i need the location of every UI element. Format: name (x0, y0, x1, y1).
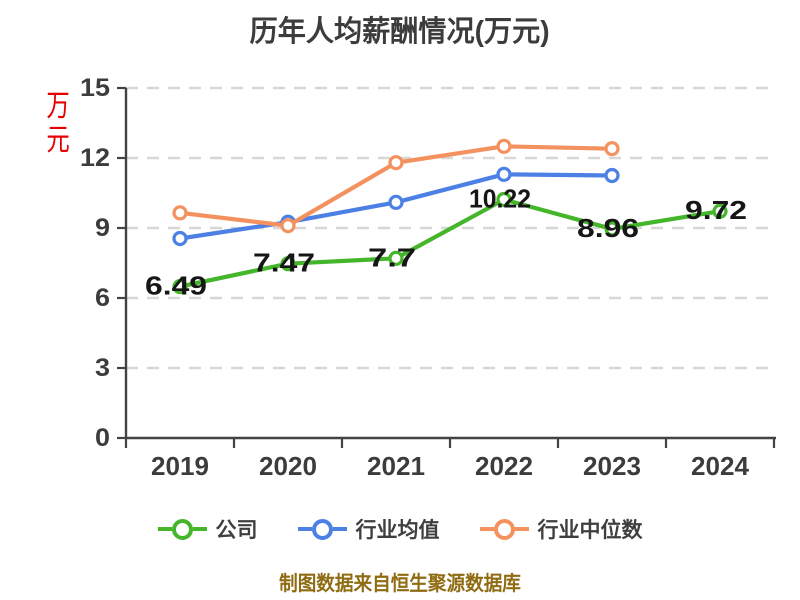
footer-row: 制图数据来自恒生聚源数据库 (0, 567, 800, 596)
svg-text:2021: 2021 (367, 451, 425, 481)
axes (117, 86, 776, 448)
data-source-note: 制图数据来自恒生聚源数据库 (279, 573, 521, 595)
svg-text:2024: 2024 (691, 451, 750, 481)
legend-label: 公司 (215, 519, 258, 542)
data-point-marker (496, 191, 512, 208)
svg-text:7.7: 7.7 (368, 242, 416, 272)
svg-text:15: 15 (80, 74, 110, 102)
legend-marker-icon (479, 518, 529, 540)
legend-marker-icon (157, 518, 207, 540)
legend-marker-icon (297, 518, 347, 540)
data-point-marker (496, 166, 512, 182)
series-line-0 (172, 191, 728, 295)
legend-label: 行业均值 (355, 519, 440, 542)
chart-title: 历年人均薪酬情况(万元) (249, 16, 551, 48)
svg-text:9: 9 (95, 214, 110, 242)
data-point-marker (388, 250, 404, 266)
legend-label: 行业中位数 (537, 519, 643, 542)
data-point-marker (172, 278, 188, 295)
point-labels: 6.49 7.47 7.7 10.22 8.96 9.72 (145, 184, 747, 301)
data-point-marker (712, 203, 728, 219)
plot-area: 0 3 6 9 12 15 2019 2020 2021 2022 2023 2024 6.49 7.47… (80, 74, 776, 481)
series-line-2 (172, 138, 620, 234)
y-axis-unit-label: 万元 (46, 90, 70, 157)
legend-item-1[interactable]: 行业均值 (297, 514, 440, 544)
svg-text:6.49: 6.49 (145, 271, 207, 301)
svg-text:8.96: 8.96 (577, 213, 639, 243)
svg-text:3: 3 (95, 354, 110, 382)
data-point-marker (604, 221, 620, 237)
series-line-1 (172, 166, 620, 247)
svg-text:7.47: 7.47 (253, 248, 315, 278)
tick-labels: 0 3 6 9 12 15 2019 2020 2021 2022 2023 2024 (80, 74, 750, 481)
data-point-marker (280, 218, 296, 234)
data-point-marker (280, 256, 296, 272)
svg-text:0: 0 (95, 424, 110, 452)
svg-text:2019: 2019 (151, 451, 209, 481)
data-point-marker (172, 230, 188, 247)
legend-item-0[interactable]: 公司 (157, 514, 258, 544)
data-point-marker (172, 205, 188, 221)
data-point-marker (496, 138, 512, 154)
svg-text:9.72: 9.72 (685, 195, 747, 225)
svg-text:2022: 2022 (475, 451, 533, 481)
data-point-marker (388, 155, 404, 171)
data-point-marker (604, 141, 620, 157)
svg-text:6: 6 (95, 284, 110, 312)
svg-text:12: 12 (80, 144, 110, 172)
svg-text:10.22: 10.22 (469, 184, 531, 214)
chart-legend: 公司 行业均值 行业中位数 (0, 514, 800, 544)
chart-title-row: 历年人均薪酬情况(万元) (0, 8, 800, 50)
legend-item-2[interactable]: 行业中位数 (479, 514, 643, 544)
svg-text:2020: 2020 (259, 451, 317, 481)
data-point-marker (604, 167, 620, 184)
svg-text:2023: 2023 (583, 451, 641, 481)
data-point-marker (388, 194, 404, 210)
